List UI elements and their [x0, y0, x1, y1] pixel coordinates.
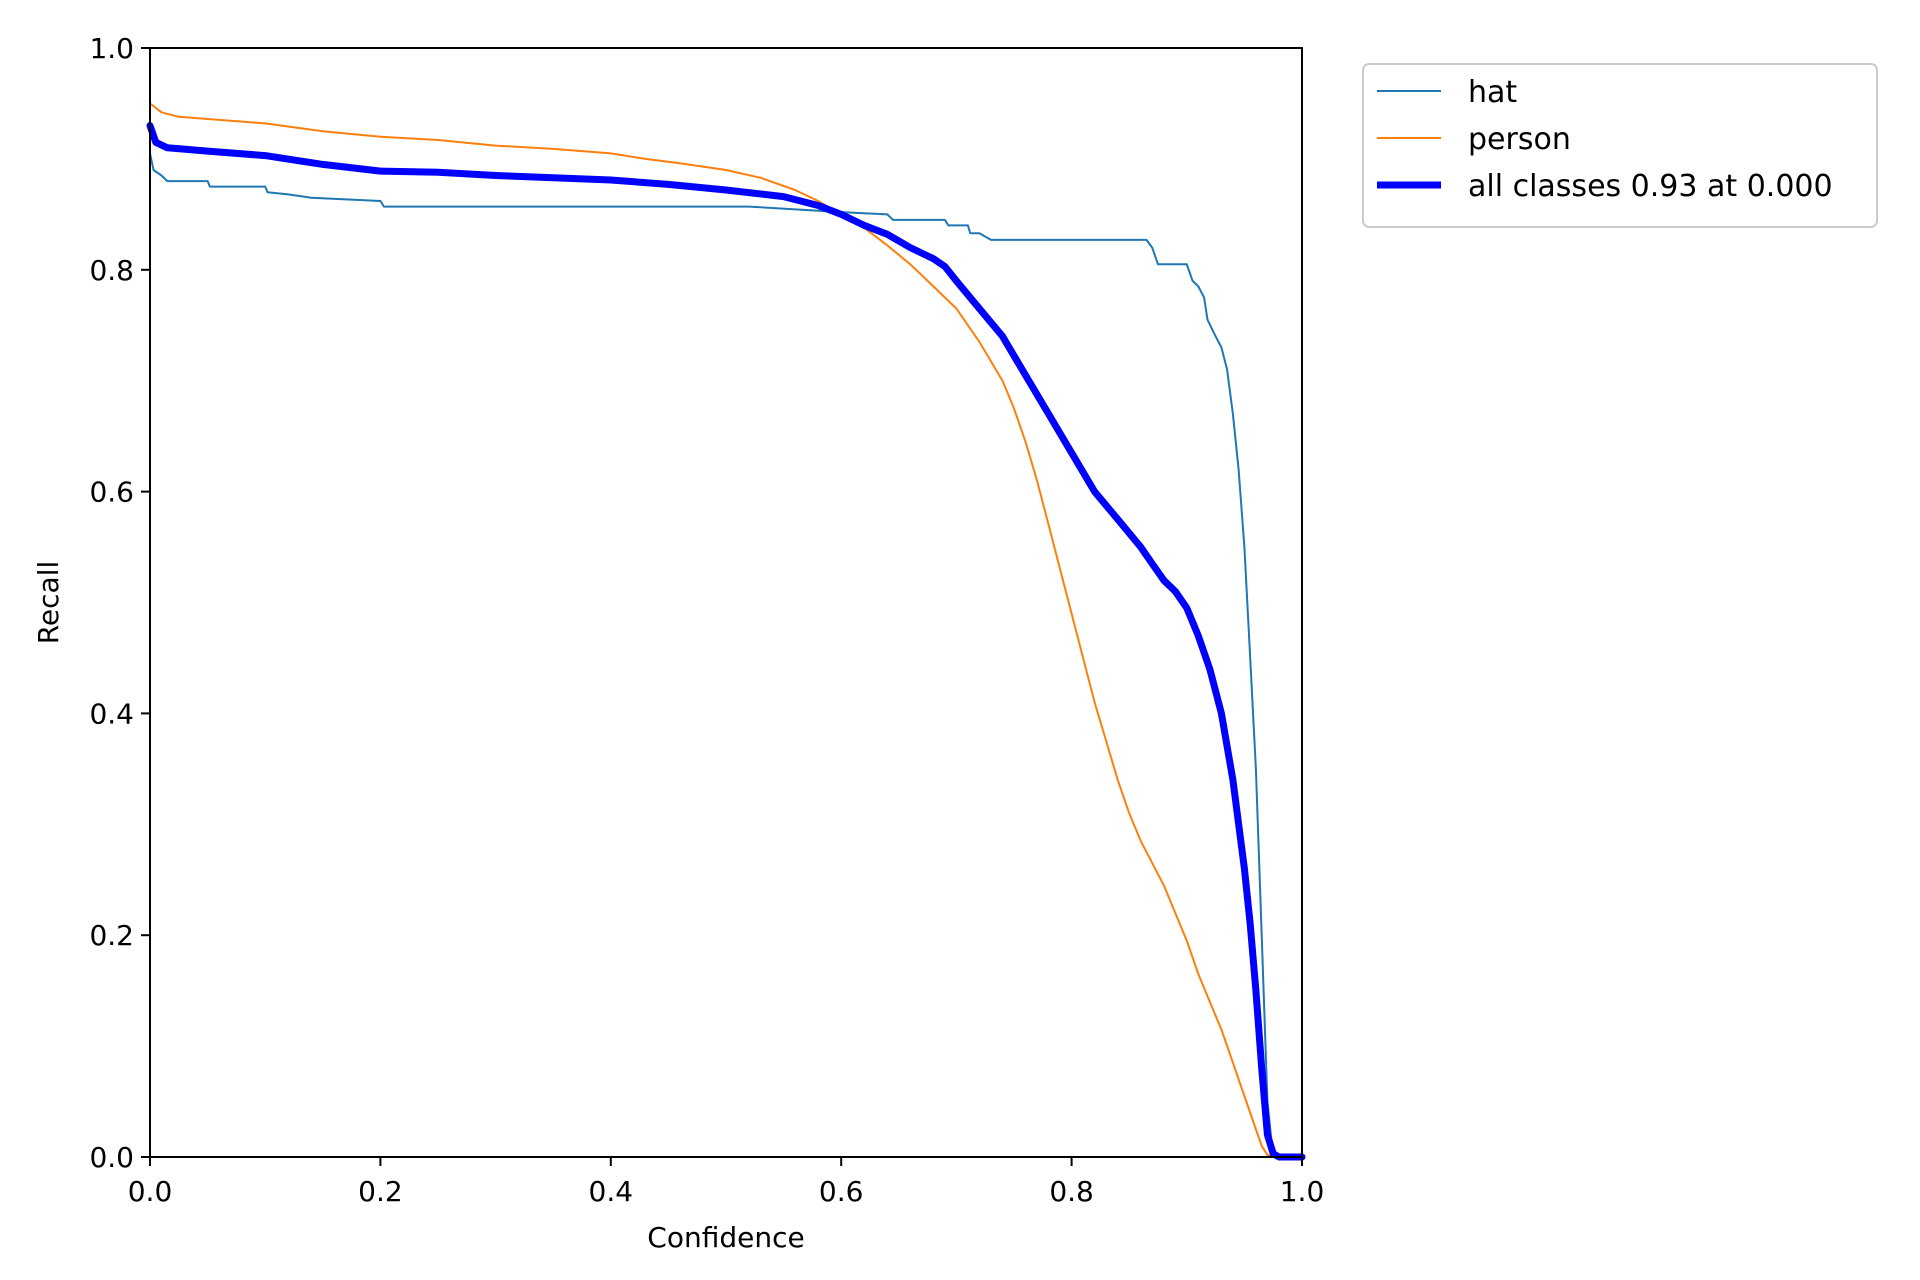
- x-tick-label: 0.8: [1049, 1175, 1094, 1208]
- y-tick-label: 1.0: [89, 32, 134, 65]
- y-tick-label: 0.6: [89, 476, 134, 509]
- legend-label: person: [1468, 122, 1571, 157]
- legend-label: hat: [1468, 75, 1517, 110]
- y-axis-ticks: 0.0 0.2 0.4 0.6 0.8 1.0: [89, 32, 150, 1174]
- legend-box: [1362, 63, 1878, 228]
- y-axis-label: Recall: [32, 561, 65, 645]
- x-tick-label: 0.6: [819, 1175, 864, 1208]
- x-tick-label: 0.4: [589, 1175, 634, 1208]
- x-tick-label: 0.0: [128, 1175, 173, 1208]
- y-tick-label: 0.4: [89, 697, 134, 730]
- legend-label: all classes 0.93 at 0.000: [1468, 169, 1833, 204]
- x-tick-label: 1.0: [1280, 1175, 1325, 1208]
- x-axis-ticks: 0.0 0.2 0.4 0.6 0.8 1.0: [128, 1157, 1325, 1208]
- y-tick-label: 0.0: [89, 1141, 134, 1174]
- series-line-hat: [149, 152, 1303, 1158]
- series-line-person: [149, 102, 1303, 1158]
- plot-frame: [149, 47, 1303, 1158]
- series-line-all: [146, 122, 1306, 1161]
- y-tick-label: 0.8: [89, 254, 134, 287]
- legend-items: hat person all classes 0.93 at 0.000: [1377, 75, 1833, 204]
- x-tick-label: 0.2: [358, 1175, 403, 1208]
- series-layer: [146, 102, 1306, 1161]
- legend: hat person all classes 0.93 at 0.000: [1362, 63, 1878, 228]
- x-axis-label: Confidence: [647, 1221, 804, 1254]
- y-tick-label: 0.2: [89, 919, 134, 952]
